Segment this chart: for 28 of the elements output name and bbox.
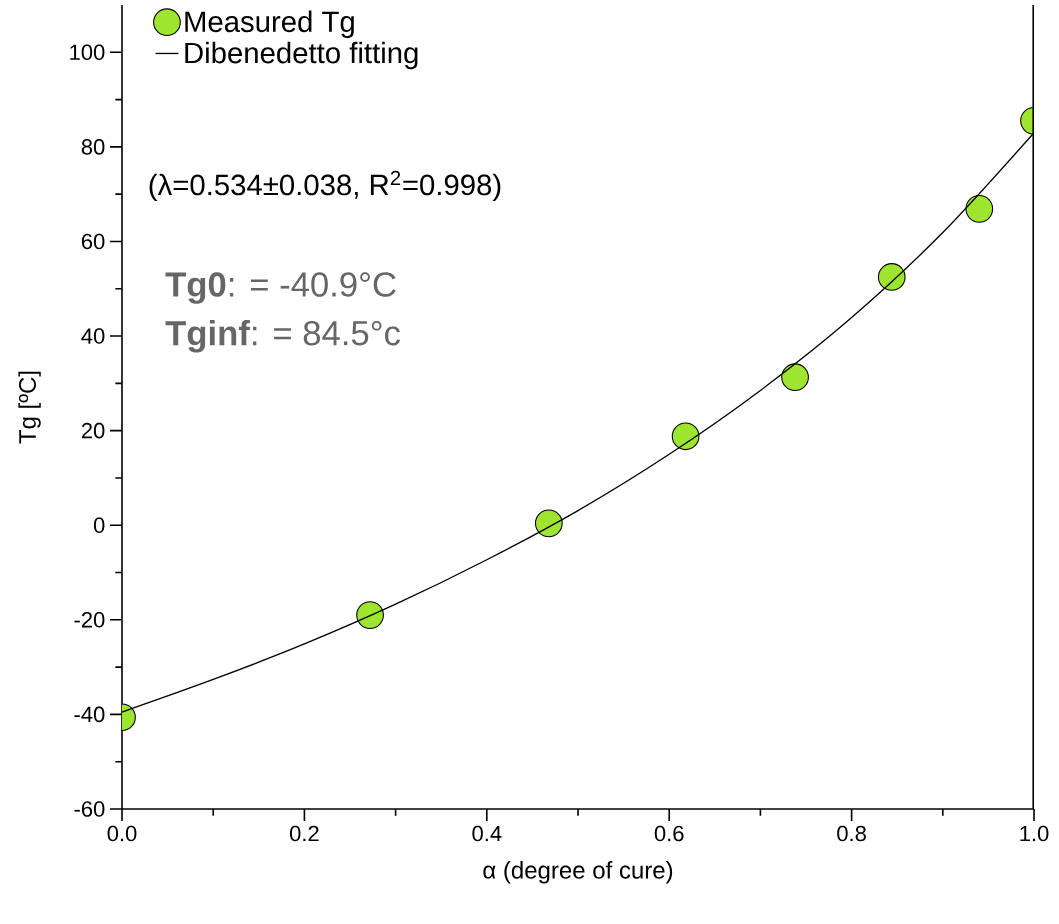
y-tick-label: -20 [74, 612, 105, 628]
legend-label: Measured Tg [185, 10, 354, 38]
y-tick-label: 40 [81, 328, 105, 344]
y-tick-label: 60 [81, 233, 105, 250]
x-tick-label: 0.0 [107, 825, 137, 842]
x-tick-label: 0.8 [837, 825, 866, 842]
y-tick-label: 100 [70, 44, 105, 61]
point [965, 194, 994, 223]
y-axis-title: Tg [ºC] [18, 371, 41, 444]
x-tick-label: 0.6 [654, 825, 684, 842]
y-tick-label: 0 [93, 517, 105, 534]
point [671, 422, 700, 451]
point [781, 363, 809, 392]
y-tick-label: -40 [74, 706, 105, 723]
x-tick-label: 0.2 [289, 825, 319, 842]
x-tick-label: 1.0 [1020, 825, 1049, 842]
point [356, 601, 384, 629]
y-tick-label: 20 [81, 422, 105, 439]
annotation: (λ=0.534±0.038, R$^{2}$=0.998) [149, 170, 501, 202]
x-tick-label: 0.4 [472, 825, 502, 842]
annotation: Tg0: = -40.9°C [165, 272, 396, 304]
legend-label: Dibenedetto fitting [185, 41, 418, 70]
point [534, 509, 563, 538]
point [877, 263, 906, 291]
x-axis-title: α (degree of cure) [483, 861, 673, 884]
annotation: Tginf: = 84.5°c [165, 320, 400, 353]
y-tick-label: -60 [74, 801, 105, 817]
y-tick-label: 80 [81, 139, 105, 155]
